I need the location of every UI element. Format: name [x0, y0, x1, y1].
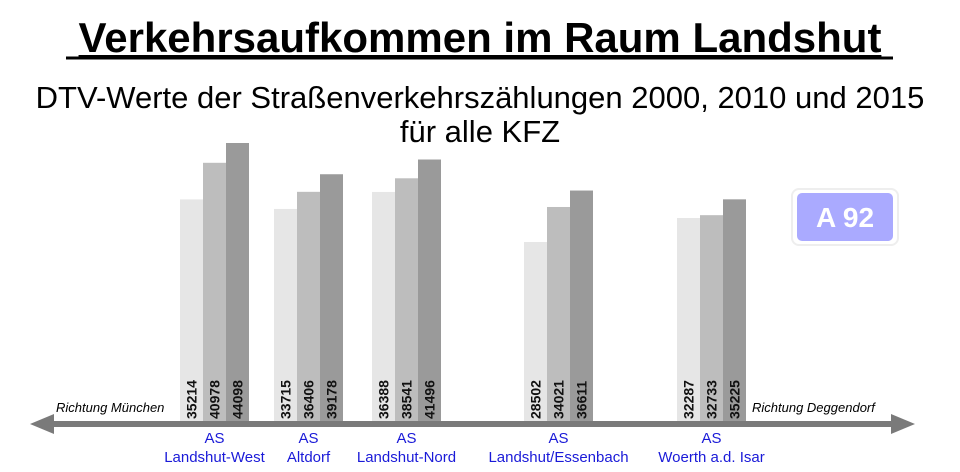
value-label-2010: 38541: [399, 380, 415, 419]
value-label-2010: 32733: [704, 380, 720, 419]
bar-2015: [418, 159, 441, 424]
bar-2015: [570, 190, 593, 423]
value-label-2010: 36406: [301, 380, 317, 419]
value-label-2010: 40978: [207, 380, 223, 419]
value-label-2000: 33715: [278, 380, 294, 419]
bar-2015: [320, 174, 343, 423]
category-label-top: AS: [701, 430, 721, 447]
bar-2000: [677, 217, 700, 423]
badge-label: A 92: [816, 202, 874, 233]
value-label-2000: 36388: [376, 380, 392, 419]
value-label-2010: 34021: [551, 380, 567, 419]
arrow-right-icon: [891, 414, 915, 434]
category-label: Altdorf: [287, 449, 331, 466]
value-label-2015: 39178: [324, 380, 340, 419]
direction-right-label: Richtung Deggendorf: [752, 400, 876, 415]
road-badge: A 92: [791, 188, 899, 246]
bar-2010: [395, 178, 418, 423]
chart-subtitle-2: für alle KFZ: [400, 114, 560, 149]
value-label-2015: 36611: [574, 381, 590, 419]
category-label: Landshut-West: [164, 449, 265, 466]
value-label-2000: 28502: [528, 380, 544, 419]
direction-left-label: Richtung München: [56, 400, 164, 415]
axis-line: [48, 421, 896, 427]
category-label-top: AS: [396, 430, 416, 447]
bar-2010: [700, 215, 723, 423]
bar-2000: [524, 242, 547, 423]
badge-background: [797, 193, 893, 241]
category-label-top: AS: [204, 430, 224, 447]
chart-title: Verkehrsaufkommen im Raum Landshut: [79, 14, 882, 61]
category-label-top: AS: [548, 430, 568, 447]
bar-2000: [274, 208, 297, 423]
bar-2010: [297, 191, 320, 423]
bar-2010: [203, 162, 226, 423]
chart-subtitle-1: DTV-Werte der Straßenverkehrszählungen 2…: [36, 80, 925, 115]
value-label-2000: 35214: [184, 380, 200, 419]
bar-2015: [226, 143, 249, 423]
bar-2000: [372, 191, 395, 423]
value-label-2000: 32287: [681, 380, 697, 419]
category-label: Landshut-Nord: [357, 449, 456, 466]
value-label-2015: 44098: [230, 380, 246, 419]
bar-2010: [547, 206, 570, 423]
category-label-top: AS: [298, 430, 318, 447]
arrow-left-icon: [30, 414, 54, 434]
bar-2015: [723, 199, 746, 423]
category-label: Woerth a.d. Isar: [658, 449, 764, 466]
road-axis: [30, 414, 915, 434]
value-label-2015: 41496: [422, 380, 438, 419]
category-label: Landshut/Essenbach: [488, 449, 628, 466]
bar-2000: [180, 199, 203, 423]
value-label-2015: 35225: [727, 380, 743, 419]
